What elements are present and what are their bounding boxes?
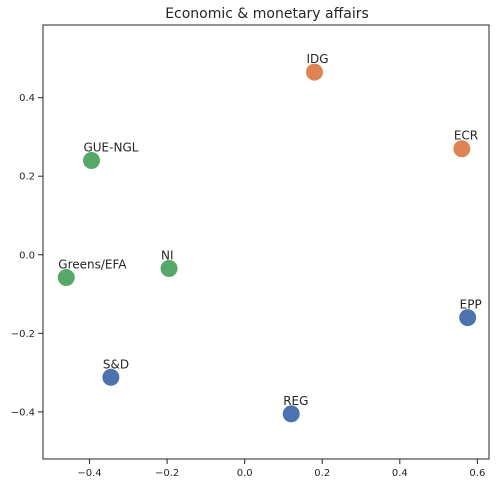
plot-frame [42, 24, 490, 460]
point-label: EPP [460, 298, 482, 312]
x-tick-label: −0.4 [77, 468, 101, 479]
point-label: Greens/EFA [58, 258, 127, 272]
data-point [459, 309, 477, 327]
data-points: IDG ECR GUE-NGL NI Greens/EFA EPP S&D REG [57, 52, 482, 423]
data-point [282, 405, 300, 423]
y-tick-label: −0.4 [11, 407, 35, 418]
x-tick-label: −0.2 [155, 468, 179, 479]
data-point [57, 269, 75, 287]
data-point [305, 63, 323, 81]
y-tick-label: 0.2 [19, 172, 35, 183]
point-label: IDG [306, 52, 328, 66]
chart-title: Economic & monetary affairs [165, 6, 369, 22]
point-label: REG [283, 394, 308, 408]
x-tick-label: 0.6 [469, 468, 485, 479]
point-label: S&D [103, 357, 129, 371]
point-label: ECR [454, 129, 478, 143]
point-label: GUE-NGL [83, 141, 138, 155]
y-axis: −0.4 −0.2 0.0 0.2 0.4 [11, 93, 43, 418]
x-tick-label: 0.0 [237, 468, 253, 479]
data-point [160, 260, 178, 278]
x-axis: −0.4 −0.2 0.0 0.2 0.4 0.6 [77, 459, 485, 479]
point-label: NI [161, 249, 174, 263]
data-point [453, 140, 471, 158]
data-point [102, 368, 120, 386]
data-point [82, 152, 100, 170]
y-tick-label: 0.4 [19, 93, 35, 104]
x-tick-label: 0.2 [314, 468, 330, 479]
x-tick-label: 0.4 [392, 468, 408, 479]
y-tick-label: 0.0 [19, 250, 35, 261]
y-tick-label: −0.2 [11, 329, 35, 340]
